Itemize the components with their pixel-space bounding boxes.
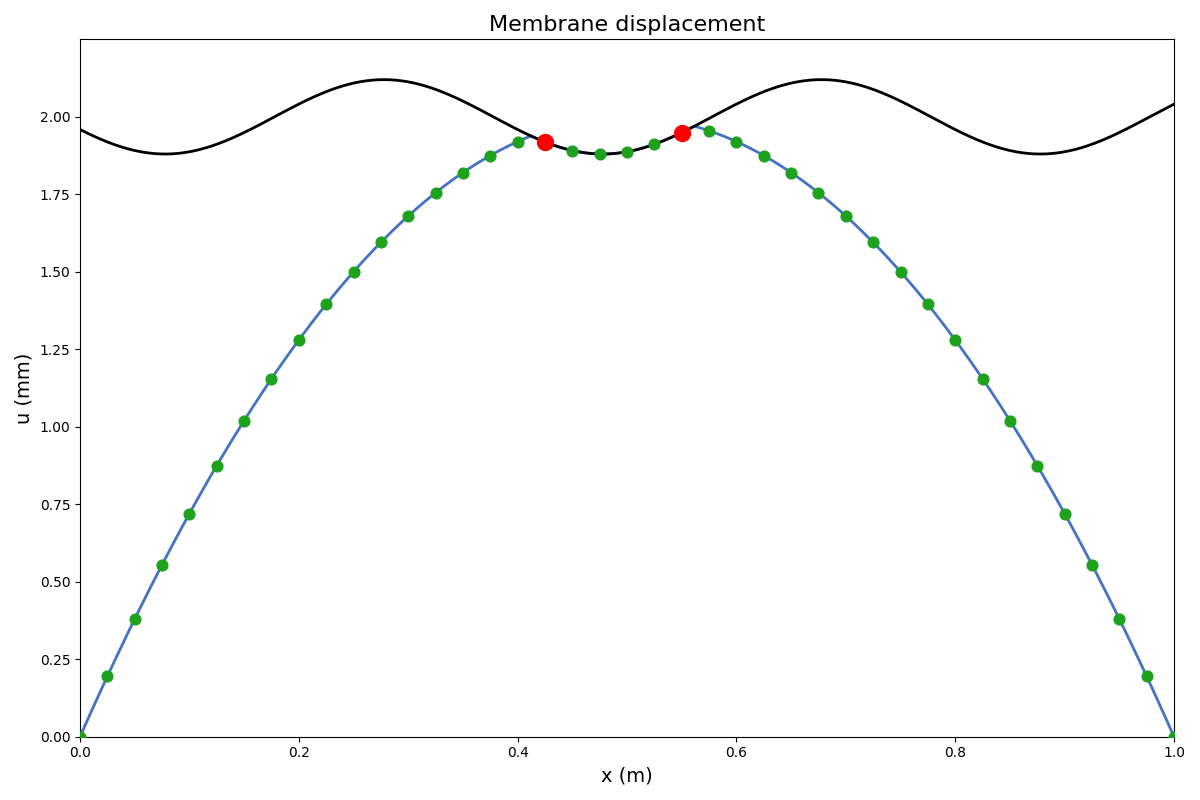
Point bbox=[71, 730, 90, 743]
Point bbox=[836, 210, 856, 222]
Point bbox=[672, 126, 691, 139]
Y-axis label: u (mm): u (mm) bbox=[14, 352, 34, 424]
Point bbox=[700, 124, 719, 137]
Point bbox=[973, 372, 992, 385]
Point bbox=[398, 210, 418, 222]
Point bbox=[727, 135, 746, 148]
Point bbox=[1164, 730, 1183, 743]
Point bbox=[618, 146, 637, 158]
Point bbox=[672, 126, 691, 139]
Point bbox=[1001, 414, 1020, 427]
Point bbox=[1082, 558, 1102, 571]
Point bbox=[97, 670, 116, 682]
Point bbox=[1027, 459, 1046, 472]
Point bbox=[289, 334, 308, 346]
Point bbox=[535, 135, 554, 148]
Point bbox=[563, 144, 582, 157]
Point bbox=[371, 236, 390, 249]
Point bbox=[208, 459, 227, 472]
Point bbox=[918, 298, 937, 310]
Point bbox=[180, 507, 199, 520]
Point bbox=[590, 147, 610, 160]
Point bbox=[234, 414, 253, 427]
Point bbox=[426, 186, 445, 199]
Point bbox=[152, 558, 172, 571]
X-axis label: x (m): x (m) bbox=[601, 766, 653, 785]
Point bbox=[535, 135, 554, 148]
Point bbox=[262, 372, 281, 385]
Point bbox=[946, 334, 965, 346]
Point bbox=[1055, 507, 1074, 520]
Point bbox=[864, 236, 883, 249]
Point bbox=[890, 266, 910, 278]
Point bbox=[344, 266, 364, 278]
Point bbox=[1110, 613, 1129, 626]
Title: Membrane displacement: Membrane displacement bbox=[488, 15, 766, 35]
Point bbox=[809, 186, 828, 199]
Point bbox=[508, 135, 527, 148]
Point bbox=[317, 298, 336, 310]
Point bbox=[754, 149, 773, 162]
Point bbox=[125, 613, 144, 626]
Point bbox=[1138, 670, 1157, 682]
Point bbox=[644, 138, 664, 150]
Point bbox=[454, 166, 473, 179]
Point bbox=[481, 149, 500, 162]
Point bbox=[781, 166, 800, 179]
